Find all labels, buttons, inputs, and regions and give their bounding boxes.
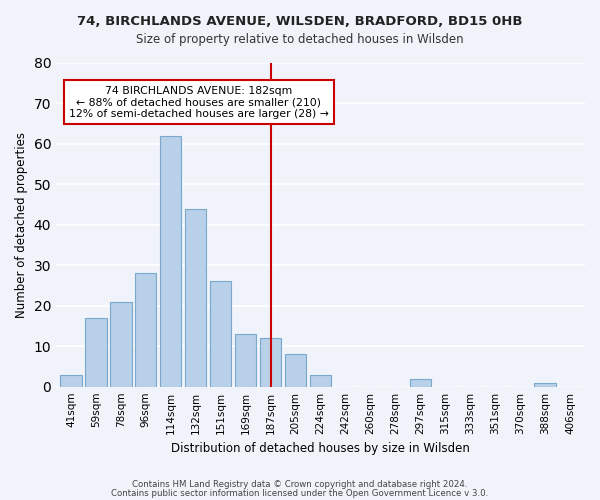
Text: 74 BIRCHLANDS AVENUE: 182sqm
← 88% of detached houses are smaller (210)
12% of s: 74 BIRCHLANDS AVENUE: 182sqm ← 88% of de… — [69, 86, 329, 119]
Bar — [235, 334, 256, 386]
Bar — [410, 378, 431, 386]
Text: Size of property relative to detached houses in Wilsden: Size of property relative to detached ho… — [136, 32, 464, 46]
Text: Contains HM Land Registry data © Crown copyright and database right 2024.: Contains HM Land Registry data © Crown c… — [132, 480, 468, 489]
Text: 74, BIRCHLANDS AVENUE, WILSDEN, BRADFORD, BD15 0HB: 74, BIRCHLANDS AVENUE, WILSDEN, BRADFORD… — [77, 15, 523, 28]
Bar — [310, 374, 331, 386]
Bar — [535, 382, 556, 386]
Bar — [160, 136, 181, 386]
Bar — [61, 374, 82, 386]
Text: Contains public sector information licensed under the Open Government Licence v : Contains public sector information licen… — [112, 488, 488, 498]
Bar — [85, 318, 107, 386]
Bar — [210, 282, 232, 387]
Bar — [260, 338, 281, 386]
Y-axis label: Number of detached properties: Number of detached properties — [15, 132, 28, 318]
Bar — [110, 302, 131, 386]
Bar — [285, 354, 306, 386]
X-axis label: Distribution of detached houses by size in Wilsden: Distribution of detached houses by size … — [171, 442, 470, 455]
Bar — [135, 274, 157, 386]
Bar — [185, 208, 206, 386]
